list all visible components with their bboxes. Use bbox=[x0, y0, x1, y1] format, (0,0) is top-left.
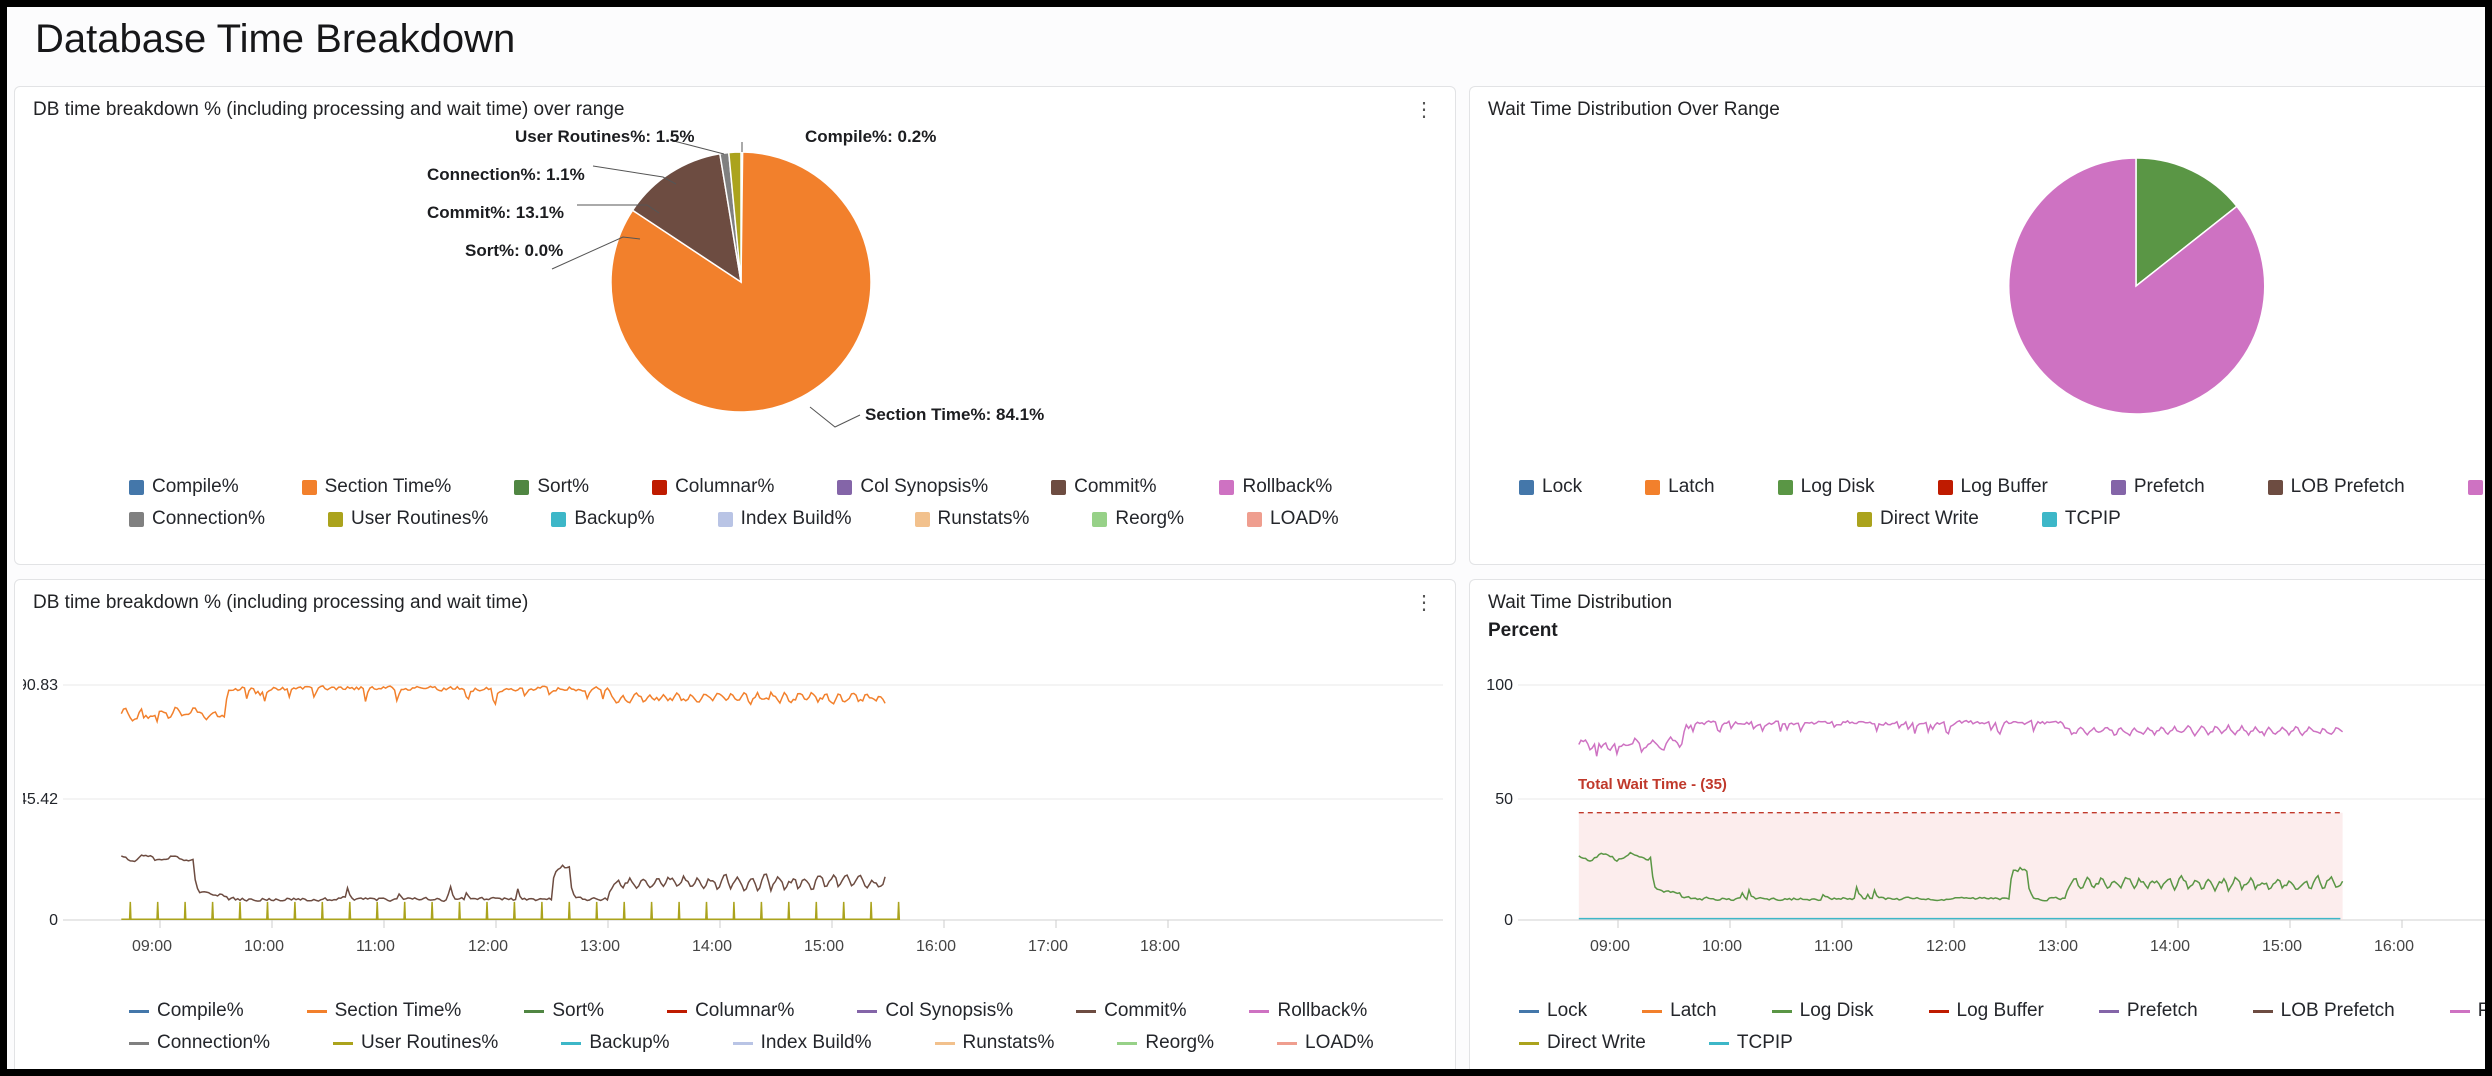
svg-text:90.83: 90.83 bbox=[23, 677, 58, 694]
svg-text:0: 0 bbox=[1504, 912, 1513, 929]
svg-text:0: 0 bbox=[49, 912, 58, 929]
svg-text:100: 100 bbox=[1486, 677, 1513, 694]
svg-text:50: 50 bbox=[1495, 791, 1513, 808]
svg-text:45.42: 45.42 bbox=[23, 791, 58, 808]
